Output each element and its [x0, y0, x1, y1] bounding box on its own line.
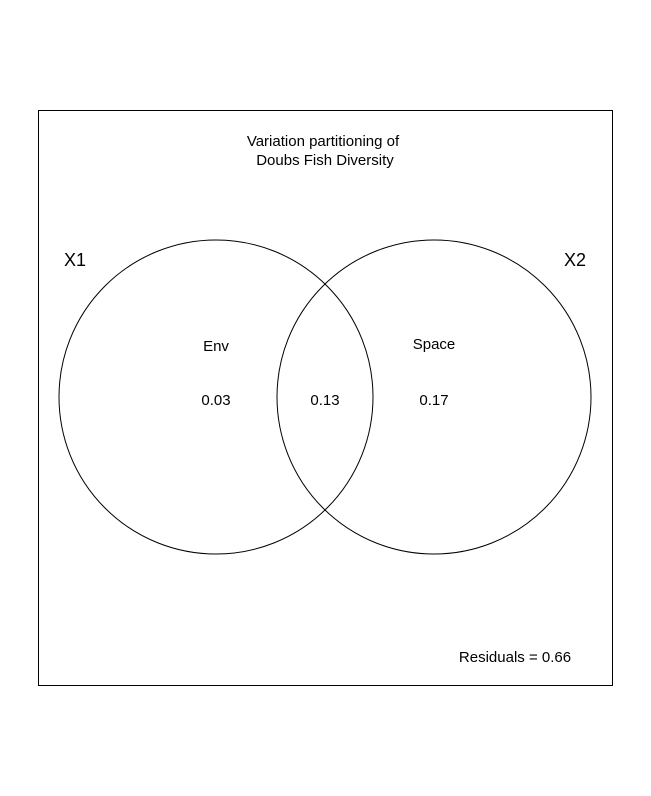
set-circle-x2: [276, 239, 592, 555]
set-name-space: Space: [413, 336, 456, 353]
fraction-env-unique: 0.03: [201, 392, 230, 409]
set-name-env: Env: [203, 338, 229, 355]
set-label-x2: X2: [564, 250, 586, 270]
diagram-title-line-1: Variation partitioning of: [247, 133, 400, 150]
fraction-shared: 0.13: [310, 392, 339, 409]
fraction-space-unique: 0.17: [419, 392, 448, 409]
residuals-label: Residuals = 0.66: [459, 649, 571, 666]
diagram-title-line-2: Doubs Fish Diversity: [256, 152, 394, 169]
plot-frame: [38, 110, 613, 686]
set-circle-x1: [58, 239, 374, 555]
set-label-x1: X1: [64, 250, 86, 270]
